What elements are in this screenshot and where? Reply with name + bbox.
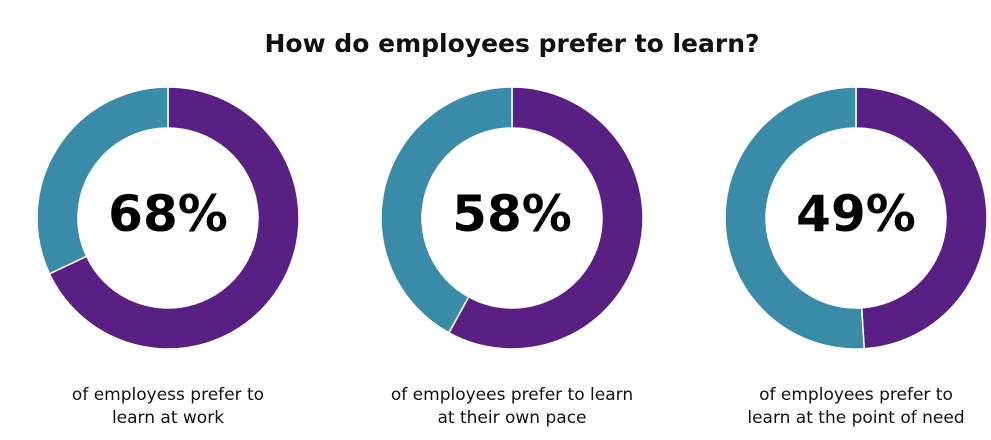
- caption: learn at the point of need: [747, 408, 964, 428]
- donut-segment: [724, 86, 866, 350]
- donut-segment: [855, 86, 988, 350]
- caption: at their own pace: [438, 408, 587, 428]
- center-label: 68%: [108, 185, 228, 243]
- donut-segment: [48, 86, 300, 350]
- donut-segment: [36, 86, 169, 275]
- center-label: 49%: [796, 185, 916, 243]
- donut-segment: [380, 86, 513, 334]
- donut-segment: [447, 86, 644, 350]
- page-title: How do employees prefer to learn?: [264, 29, 759, 58]
- center-label: 58%: [452, 185, 572, 243]
- caption: of employess prefer to: [72, 385, 264, 405]
- caption: of employees prefer to: [759, 385, 953, 405]
- caption: learn at work: [112, 408, 224, 428]
- caption: of employees prefer to learn: [391, 385, 633, 405]
